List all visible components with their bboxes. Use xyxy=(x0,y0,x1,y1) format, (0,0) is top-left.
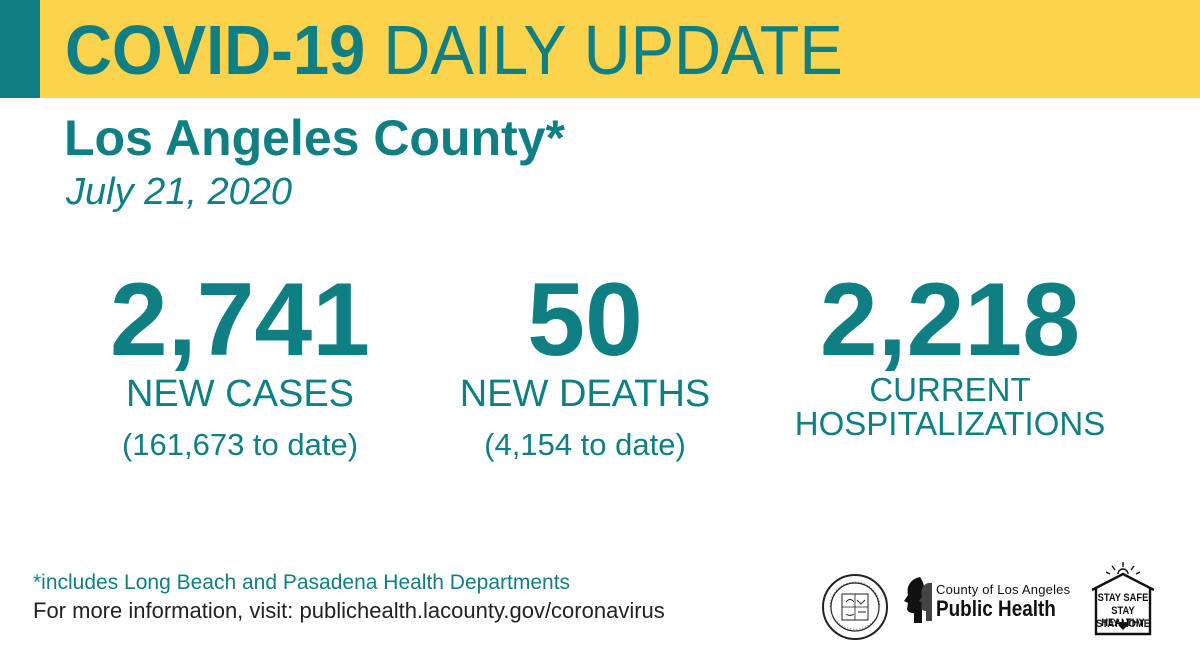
hospitalizations-value: 2,218 xyxy=(819,262,1081,378)
footnote: *includes Long Beach and Pasadena Health… xyxy=(33,571,571,594)
hospitalizations-label-line1: CURRENT xyxy=(869,371,1031,408)
banner-title-bold: COVID-19 xyxy=(65,11,366,89)
new-deaths-value: 50 xyxy=(527,262,643,378)
stat-hospitalizations: 2,218 CURRENT HOSPITALIZATIONS xyxy=(790,266,1110,442)
banner-title: COVID-19 DAILY UPDATE xyxy=(65,12,843,88)
county-title: Los Angeles County* xyxy=(64,110,565,166)
public-health-logo: County of Los Angeles Public Health xyxy=(900,575,1080,625)
county-seal-icon xyxy=(820,572,890,642)
hospitalizations-label-line2: HOSPITALIZATIONS xyxy=(794,405,1106,442)
cases-to-date: (161,673 to date) xyxy=(121,427,359,462)
banner-title-rest: DAILY UPDATE xyxy=(365,11,843,89)
more-info-link-text: For more information, visit: publichealt… xyxy=(33,598,665,623)
profile-faces-icon xyxy=(904,577,932,623)
new-cases-value: 2,741 xyxy=(109,262,371,378)
stay-safe-line2: STAY HEALTHY xyxy=(1101,605,1145,629)
stat-new-deaths: 50 NEW DEATHS (4,154 to date) xyxy=(430,266,740,464)
update-date: July 21, 2020 xyxy=(66,171,293,213)
deaths-to-date: (4,154 to date) xyxy=(484,427,686,462)
header-banner: COVID-19 DAILY UPDATE xyxy=(0,0,1200,98)
stay-safe-line3: STAY HOME xyxy=(1096,618,1150,630)
stay-safe-logo: STAY SAFE STAY HEALTHY STAY HOME xyxy=(1088,560,1158,638)
new-deaths-label: NEW DEATHS xyxy=(459,373,711,415)
public-health-county-text: County of Los Angeles xyxy=(936,582,1071,597)
stat-new-cases: 2,741 NEW CASES (161,673 to date) xyxy=(90,266,390,464)
new-cases-label: NEW CASES xyxy=(125,373,355,415)
house-heart-icon xyxy=(1091,562,1155,636)
stay-safe-line1: STAY SAFE xyxy=(1097,592,1149,604)
public-health-text: Public Health xyxy=(936,596,1056,621)
banner-accent-bar xyxy=(0,0,40,98)
